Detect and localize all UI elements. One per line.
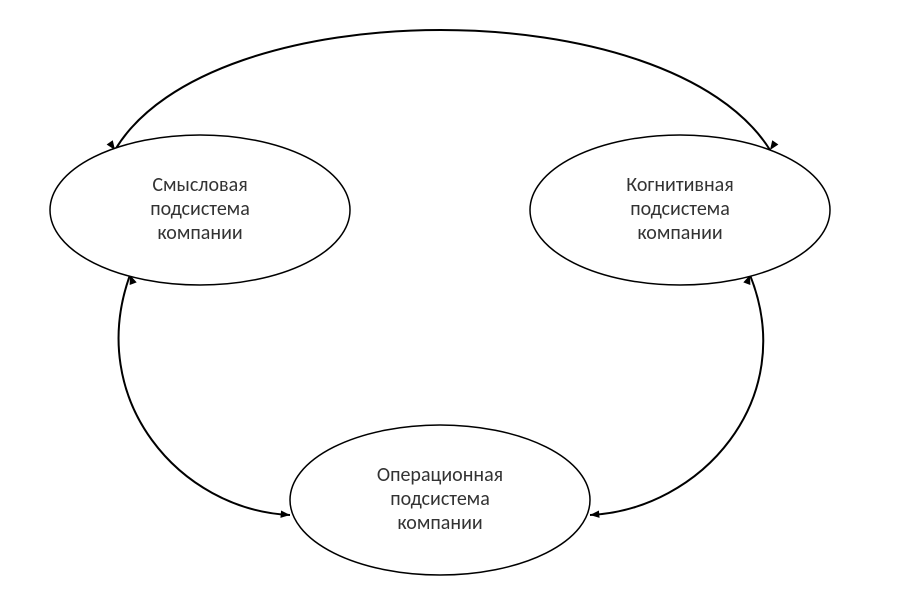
subsystems-diagram: СмысловаяподсистемакомпанииКогнитивнаяпо… — [0, 0, 900, 607]
node-semantic-label-line-2: компании — [157, 221, 242, 245]
edge-top-arc — [107, 30, 779, 150]
node-operational-label-line-0: Операционная — [377, 463, 503, 487]
node-cognitive-label-line-2: компании — [637, 221, 722, 245]
edge-left-arc — [119, 275, 290, 518]
node-cognitive: Когнитивнаяподсистемакомпании — [530, 135, 830, 285]
node-operational: Операционнаяподсистемакомпании — [290, 425, 590, 575]
node-operational-label-line-2: компании — [397, 511, 482, 535]
edge-right-arc — [590, 275, 763, 518]
node-semantic-label-line-1: подсистема — [150, 197, 250, 221]
node-cognitive-label-line-1: подсистема — [630, 197, 730, 221]
node-semantic: Смысловаяподсистемакомпании — [50, 135, 350, 285]
node-cognitive-label-line-0: Когнитивная — [626, 173, 733, 197]
node-semantic-label-line-0: Смысловая — [152, 173, 247, 197]
node-operational-label-line-1: подсистема — [390, 487, 490, 511]
